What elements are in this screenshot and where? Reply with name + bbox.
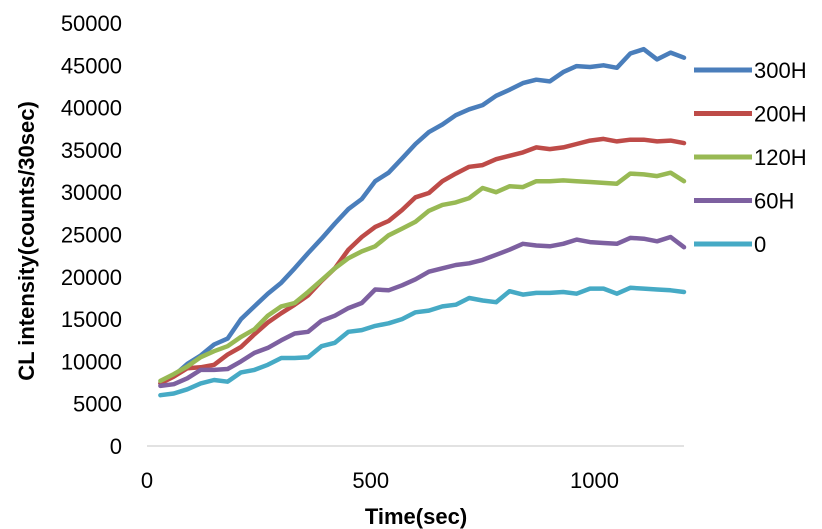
legend-label: 120H [754,145,807,170]
x-tick-label: 0 [141,468,153,493]
y-tick-label: 35000 [61,138,122,163]
y-tick-label: 25000 [61,223,122,248]
x-axis-ticks: 0 500 1000 [141,468,619,493]
series-line-200H [158,136,687,386]
legend-label: 60H [754,189,794,214]
series-line-0 [158,285,687,398]
x-tick-label: 500 [352,468,389,493]
legend-label: 200H [754,102,807,127]
legend-label: 300H [754,58,807,83]
legend-label: 0 [754,232,766,257]
y-tick-label: 30000 [61,180,122,205]
y-tick-label: 40000 [61,96,122,121]
y-tick-label: 10000 [61,349,122,374]
legend: 300H 200H 120H 60H 0 [694,58,807,257]
x-tick-label: 1000 [570,468,619,493]
y-tick-label: 45000 [61,53,122,78]
series-line-60H [158,234,687,389]
series-line-120H [158,170,687,384]
y-tick-label: 0 [110,434,122,459]
series-line-300H [158,46,687,386]
y-tick-label: 20000 [61,265,122,290]
y-axis-title: CL intensity(counts/30sec) [14,101,39,381]
x-axis-title: Time(sec) [365,504,467,529]
y-tick-label: 50000 [61,11,122,36]
series-lines [158,46,687,398]
y-axis-ticks: 0 5000 10000 15000 20000 25000 30000 35000 40000… [61,11,122,459]
y-tick-label: 15000 [61,307,122,332]
y-tick-label: 5000 [73,392,122,417]
